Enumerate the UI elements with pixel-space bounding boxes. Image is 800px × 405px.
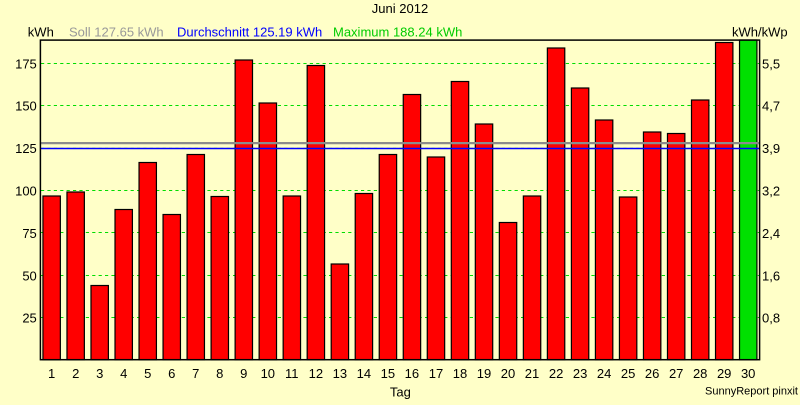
svg-text:50: 50 (22, 268, 36, 283)
svg-text:kWh/kWp: kWh/kWp (732, 25, 788, 40)
svg-text:20: 20 (501, 366, 515, 381)
svg-text:2,4: 2,4 (762, 226, 780, 241)
svg-text:125: 125 (15, 141, 37, 156)
svg-text:10: 10 (261, 366, 275, 381)
svg-text:26: 26 (645, 366, 659, 381)
svg-text:Maximum 188.24 kWh: Maximum 188.24 kWh (333, 25, 462, 40)
svg-text:16: 16 (405, 366, 419, 381)
svg-text:25: 25 (22, 311, 36, 326)
svg-text:4,7: 4,7 (762, 99, 780, 114)
svg-text:5,5: 5,5 (762, 56, 780, 71)
svg-text:21: 21 (525, 366, 539, 381)
svg-text:4: 4 (120, 366, 127, 381)
svg-text:8: 8 (216, 366, 223, 381)
svg-text:27: 27 (669, 366, 683, 381)
svg-text:12: 12 (309, 366, 323, 381)
svg-text:11: 11 (285, 366, 299, 381)
svg-text:24: 24 (597, 366, 611, 381)
svg-text:17: 17 (429, 366, 443, 381)
svg-text:13: 13 (333, 366, 347, 381)
svg-text:25: 25 (621, 366, 635, 381)
svg-text:23: 23 (573, 366, 587, 381)
svg-text:1: 1 (48, 366, 55, 381)
svg-text:14: 14 (357, 366, 371, 381)
svg-text:5: 5 (144, 366, 151, 381)
svg-text:28: 28 (693, 366, 707, 381)
svg-text:1,6: 1,6 (762, 268, 780, 283)
svg-text:100: 100 (15, 184, 37, 199)
svg-text:30: 30 (741, 366, 755, 381)
svg-text:75: 75 (22, 226, 36, 241)
svg-text:18: 18 (453, 366, 467, 381)
svg-text:Juni 2012: Juni 2012 (372, 1, 428, 16)
svg-text:0,8: 0,8 (762, 311, 780, 326)
svg-text:150: 150 (15, 99, 37, 114)
svg-text:3,9: 3,9 (762, 141, 780, 156)
svg-text:Tag: Tag (390, 385, 411, 400)
svg-text:Soll 127.65 kWh: Soll 127.65 kWh (69, 25, 164, 40)
svg-text:15: 15 (381, 366, 395, 381)
svg-text:19: 19 (477, 366, 491, 381)
svg-text:7: 7 (192, 366, 199, 381)
svg-text:3,2: 3,2 (762, 184, 780, 199)
svg-text:SunnyReport pinxit: SunnyReport pinxit (705, 385, 798, 397)
svg-text:175: 175 (15, 56, 37, 71)
svg-text:6: 6 (168, 366, 175, 381)
svg-text:29: 29 (717, 366, 731, 381)
svg-text:3: 3 (96, 366, 103, 381)
svg-text:9: 9 (240, 366, 247, 381)
svg-text:2: 2 (72, 366, 79, 381)
svg-text:Durchschnitt 125.19 kWh: Durchschnitt 125.19 kWh (177, 25, 322, 40)
svg-text:22: 22 (549, 366, 563, 381)
svg-text:kWh: kWh (28, 25, 54, 40)
